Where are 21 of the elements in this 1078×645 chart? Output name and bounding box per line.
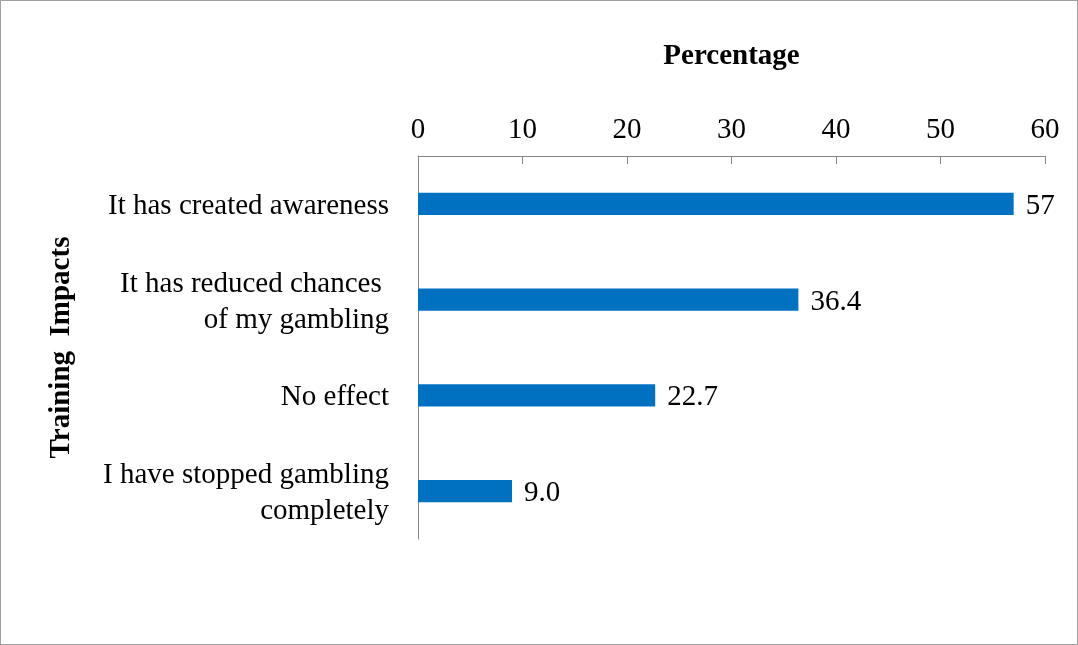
x-tick-label: 60 xyxy=(1030,111,1060,144)
data-label: 22.7 xyxy=(667,379,718,412)
x-tick-label: 0 xyxy=(410,111,426,144)
y-tick-label: I have stopped gambling completely xyxy=(103,457,390,526)
y-tick-label: It has created awareness xyxy=(108,187,389,220)
data-label: 9.0 xyxy=(524,475,561,508)
bar xyxy=(418,384,656,407)
x-tick-label: 50 xyxy=(926,111,955,144)
x-tick-label: 30 xyxy=(717,111,746,144)
x-tick-label: 10 xyxy=(508,111,537,144)
y-tick-label: It has reduced chances of my gambling xyxy=(120,265,389,334)
data-label: 57 xyxy=(1025,187,1055,220)
x-tick-label: 20 xyxy=(612,111,642,144)
y-tick-label: No effect xyxy=(280,379,389,412)
data-label: 36.4 xyxy=(810,283,862,316)
bar xyxy=(418,288,799,311)
x-axis-title: Percentage xyxy=(663,37,800,70)
x-tick-label: 40 xyxy=(821,111,851,144)
bar xyxy=(418,480,513,503)
bar xyxy=(418,192,1014,215)
y-axis-title: Training Impacts xyxy=(42,236,75,459)
